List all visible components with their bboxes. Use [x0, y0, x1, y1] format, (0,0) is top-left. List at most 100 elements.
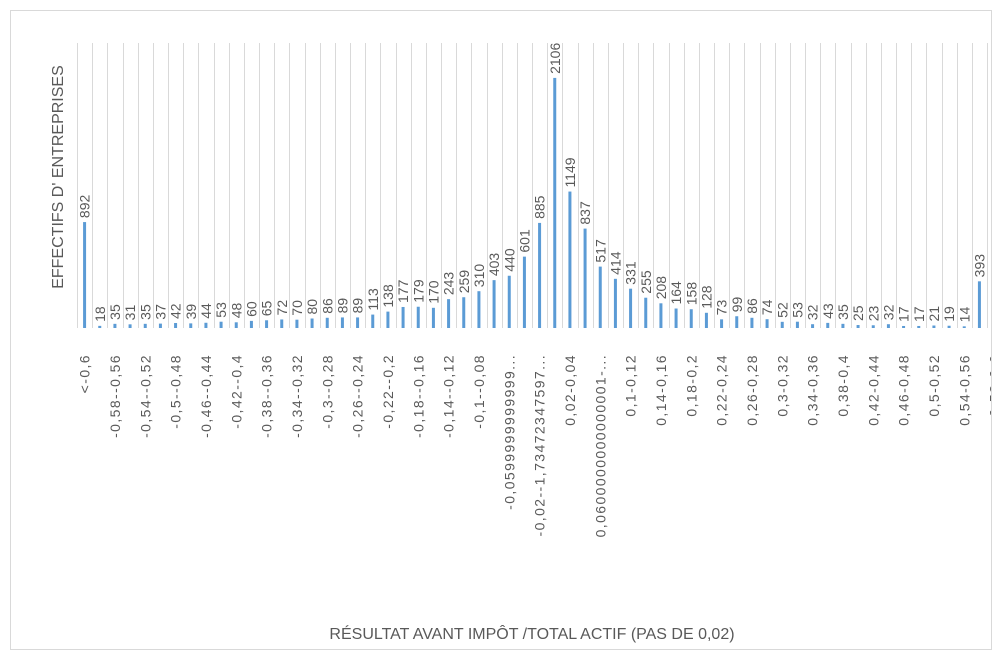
bar: [522, 256, 526, 328]
data-label: 17: [896, 306, 912, 322]
data-label: 892: [77, 194, 93, 218]
bar: [735, 316, 739, 328]
bar: [143, 323, 147, 328]
bar: [765, 319, 769, 328]
bar: [462, 297, 466, 328]
data-label: 17: [911, 306, 927, 322]
data-label: 18: [92, 306, 108, 322]
bar: [538, 222, 542, 328]
data-label: 86: [744, 298, 760, 314]
bar: [689, 309, 693, 328]
data-label: 37: [152, 304, 168, 320]
bar: [477, 291, 481, 328]
data-label: 128: [698, 285, 714, 309]
data-label: 89: [334, 298, 350, 314]
bar: [310, 318, 314, 328]
data-label: 177: [395, 279, 411, 303]
bar: [947, 325, 951, 328]
bar: [204, 322, 208, 328]
x-tick-label: 0,26-0,28: [744, 354, 760, 426]
data-label: 31: [122, 305, 138, 321]
data-label: 208: [653, 276, 669, 300]
x-tick-labels: <-0,6 -0,58--0,56 -0,54--0,52 -0,5--0,48 -0,…: [77, 354, 991, 537]
x-tick-label: 0,54-0,56: [956, 354, 972, 426]
data-label: 1149: [562, 157, 578, 187]
data-label: 86: [319, 298, 335, 314]
bar: [295, 319, 299, 328]
data-label: 74: [759, 299, 775, 315]
bar: [977, 281, 981, 328]
data-label: 23: [865, 305, 881, 321]
data-label: 403: [486, 253, 502, 277]
bar: [492, 280, 496, 328]
bar: [720, 319, 724, 328]
y-axis-title: EFFECTIFS D' ENTREPRISES: [50, 65, 67, 289]
data-label: 21: [926, 306, 942, 322]
bar: [356, 317, 360, 328]
bar: [431, 307, 435, 328]
data-label: 44: [198, 303, 214, 319]
data-label: 48: [228, 303, 244, 319]
data-label: 158: [683, 282, 699, 306]
bar: [826, 322, 830, 328]
data-label: 99: [729, 296, 745, 312]
x-tick-label: 0,5-0,52: [926, 354, 942, 417]
x-tick-label: -0,1--0,08: [471, 354, 487, 429]
bar: [704, 312, 708, 328]
bar: [917, 325, 921, 328]
x-tick-label: -0,14--0,12: [441, 354, 457, 438]
data-label: 35: [835, 304, 851, 320]
bar: [416, 306, 420, 328]
data-label: 14: [956, 307, 972, 323]
data-label: 255: [638, 270, 654, 294]
x-tick-label: 0,3-0,32: [774, 354, 790, 417]
data-label: 60: [243, 301, 259, 317]
bar: [325, 317, 329, 328]
x-tick-label: -0,54--0,52: [137, 354, 153, 438]
bar: [189, 323, 193, 328]
x-tick-label: -0,38--0,36: [259, 354, 275, 438]
data-label: 39: [183, 304, 199, 320]
bar: [447, 299, 451, 328]
data-label: 837: [577, 201, 593, 225]
bar: [371, 314, 375, 328]
bar: [280, 319, 284, 328]
bar: [962, 326, 966, 328]
data-label: 170: [425, 280, 441, 304]
x-tick-label: -0,26--0,24: [350, 354, 366, 438]
bar: [613, 278, 617, 328]
bars: [83, 77, 981, 329]
bar: [856, 325, 860, 328]
data-label: 89: [350, 298, 366, 314]
bar: [902, 325, 906, 328]
x-tick-label: 0,46-0,48: [896, 354, 912, 426]
bar: [795, 321, 799, 328]
bar: [401, 306, 405, 328]
bar: [568, 191, 572, 328]
bar: [553, 77, 557, 328]
x-tick-label: -0,5--0,48: [168, 354, 184, 429]
bar: [583, 228, 587, 328]
x-tick-label: 0,18-0,2: [683, 354, 699, 417]
bar: [386, 311, 390, 328]
data-label: 35: [107, 304, 123, 320]
x-tick-label: 0,38-0,4: [835, 354, 851, 417]
data-label: 52: [774, 302, 790, 318]
bar: [674, 308, 678, 328]
bar: [932, 325, 936, 328]
bar: [113, 323, 117, 328]
x-tick-label: 0,02-0,04: [562, 354, 578, 426]
data-label: 310: [471, 264, 487, 288]
data-label: 53: [789, 302, 805, 318]
x-tick-label: -0,58--0,56: [107, 354, 123, 438]
data-label: 440: [501, 248, 517, 272]
data-label: 885: [532, 195, 548, 219]
data-label: 53: [213, 302, 229, 318]
data-label: 138: [380, 284, 396, 308]
data-label: 25: [850, 305, 866, 321]
data-label: 414: [607, 251, 623, 275]
bar: [598, 266, 602, 328]
bar: [780, 321, 784, 328]
